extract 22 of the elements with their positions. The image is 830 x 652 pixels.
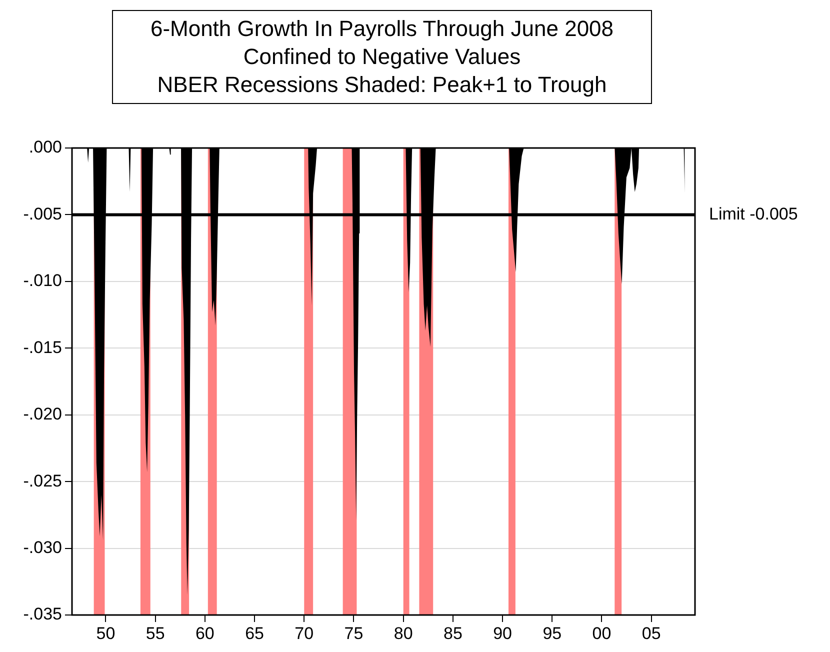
- y-tick-label: -.035: [23, 604, 62, 624]
- x-tick-label: 65: [245, 624, 264, 643]
- x-tick-label: 90: [493, 624, 512, 643]
- y-tick-label: -.030: [23, 538, 62, 557]
- x-tick-label: 55: [146, 624, 165, 643]
- x-tick-label: 60: [195, 624, 214, 643]
- x-tick-label: 85: [443, 624, 462, 643]
- chart-title: 6-Month Growth In Payrolls Through June 2008 Confined to Negative Values NBER Recessions Shaded: Peak+1 to Trough: [112, 10, 652, 104]
- y-tick-label: -.025: [23, 471, 62, 490]
- x-tick-label: 70: [294, 624, 314, 643]
- y-tick-label: -.005: [23, 204, 62, 224]
- x-tick-label: 80: [394, 624, 413, 643]
- x-tick-label: 95: [542, 624, 562, 643]
- x-tick-label: 50: [96, 624, 116, 643]
- x-tick-label: 05: [642, 624, 661, 643]
- ref-line-label: Limit -0.005: [709, 204, 798, 224]
- x-tick-label: 00: [592, 624, 612, 643]
- y-tick-label: .000: [28, 138, 62, 157]
- y-tick-label: -.020: [23, 404, 62, 424]
- x-tick-label: 75: [344, 624, 364, 643]
- y-tick-label: -.015: [23, 338, 62, 357]
- y-tick-label: -.010: [23, 271, 62, 290]
